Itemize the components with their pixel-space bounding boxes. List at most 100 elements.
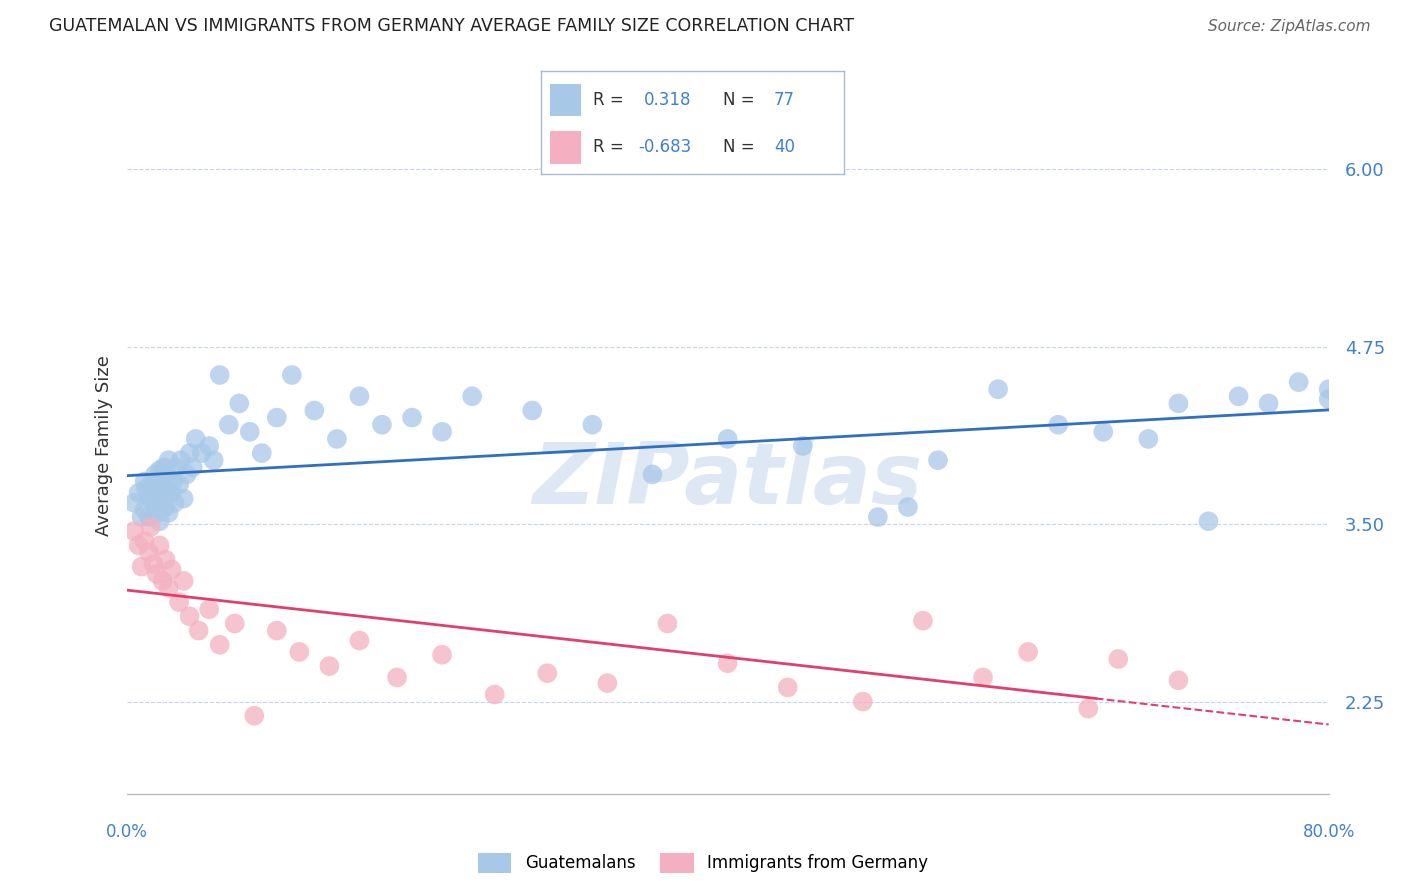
Point [156, 467, 179, 482]
Text: 80.0%: 80.0% [1302, 822, 1355, 840]
Point [1047, 417, 1070, 432]
Point [250, 446, 273, 460]
Point [349, 633, 371, 648]
Point [149, 514, 172, 528]
Point [716, 657, 740, 671]
Point [1257, 396, 1279, 410]
Point [176, 467, 198, 482]
Text: -0.683: -0.683 [638, 138, 692, 156]
Point [927, 453, 949, 467]
Point [179, 609, 201, 624]
Point [1288, 375, 1310, 389]
Point [430, 648, 453, 662]
Point [461, 389, 484, 403]
Point [156, 489, 179, 503]
Point [152, 472, 174, 486]
Point [1197, 514, 1219, 528]
Point [165, 460, 187, 475]
Point [122, 524, 145, 539]
Point [1137, 432, 1160, 446]
Point [228, 396, 250, 410]
Point [128, 486, 150, 500]
Point [208, 638, 231, 652]
Point [243, 708, 266, 723]
Point [266, 410, 288, 425]
Point [128, 538, 150, 552]
Point [163, 496, 186, 510]
Point [1017, 645, 1039, 659]
Point [149, 538, 172, 552]
Point [1167, 396, 1189, 410]
Text: 0.0%: 0.0% [105, 822, 148, 840]
Text: ZIPatlas: ZIPatlas [533, 439, 922, 523]
Point [139, 520, 162, 534]
Text: GUATEMALAN VS IMMIGRANTS FROM GERMANY AVERAGE FAMILY SIZE CORRELATION CHART: GUATEMALAN VS IMMIGRANTS FROM GERMANY AV… [49, 17, 855, 35]
Point [162, 475, 184, 489]
Point [208, 368, 231, 382]
Point [318, 659, 340, 673]
Point [972, 670, 994, 684]
Point [484, 688, 506, 702]
Point [326, 432, 349, 446]
Point [304, 403, 326, 417]
Text: N =: N = [723, 138, 754, 156]
Text: R =: R = [593, 138, 623, 156]
Point [157, 581, 180, 595]
Point [157, 506, 180, 520]
Point [138, 510, 160, 524]
Point [792, 439, 814, 453]
Point [202, 453, 225, 467]
Point [1317, 382, 1340, 396]
Point [522, 403, 544, 417]
Point [184, 432, 207, 446]
Point [135, 482, 157, 496]
Point [1107, 652, 1129, 666]
Point [150, 486, 173, 500]
Point [198, 602, 221, 616]
Point [169, 453, 191, 467]
Point [157, 453, 180, 467]
Point [149, 463, 172, 477]
Point [536, 666, 558, 681]
Point [987, 382, 1010, 396]
Point [187, 624, 209, 638]
Point [145, 477, 167, 491]
Point [281, 368, 304, 382]
Point [852, 695, 875, 709]
Point [1167, 673, 1189, 688]
Text: N =: N = [723, 91, 754, 109]
Point [150, 503, 173, 517]
Point [190, 446, 212, 460]
Point [173, 574, 195, 588]
Point [145, 496, 167, 510]
Text: 77: 77 [775, 91, 794, 109]
Point [155, 500, 177, 514]
Point [657, 616, 679, 631]
Point [198, 439, 221, 453]
Point [160, 562, 183, 576]
Bar [550, 131, 581, 163]
Point [146, 506, 169, 520]
Point [167, 477, 190, 491]
Point [167, 595, 190, 609]
Point [371, 417, 394, 432]
Point [385, 670, 408, 684]
Bar [550, 84, 581, 117]
Point [153, 460, 176, 475]
Point [160, 486, 183, 500]
Point [155, 552, 177, 566]
Point [911, 614, 934, 628]
Point [866, 510, 889, 524]
Point [897, 500, 920, 514]
Point [349, 389, 371, 403]
Point [142, 557, 165, 571]
Text: 40: 40 [775, 138, 794, 156]
Point [224, 616, 246, 631]
Point [141, 475, 163, 489]
Point [131, 510, 153, 524]
Point [641, 467, 664, 482]
Point [143, 467, 166, 482]
Point [218, 417, 240, 432]
Point [401, 410, 423, 425]
Point [1317, 392, 1340, 406]
